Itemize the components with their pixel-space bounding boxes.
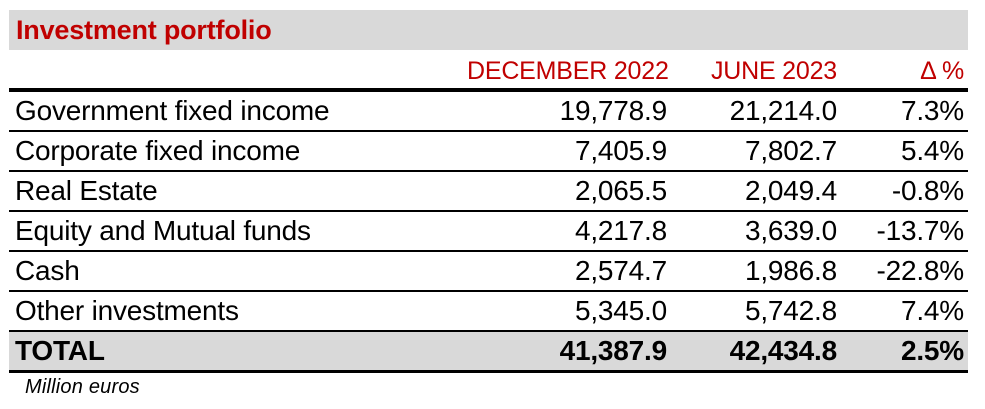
- column-header-delta-percent: Δ %: [843, 50, 968, 92]
- table-title-bar: Investment portfolio: [9, 10, 968, 50]
- table-row: Government fixed income 19,778.9 21,214.…: [9, 90, 968, 132]
- value-jun-2023: 21,214.0: [673, 90, 843, 132]
- value-jun-2023: 7,802.7: [673, 131, 843, 172]
- table-row: Corporate fixed income 7,405.9 7,802.7 5…: [9, 131, 968, 172]
- row-label: Government fixed income: [9, 90, 467, 132]
- column-header-december-2022: DECEMBER 2022: [467, 50, 673, 92]
- row-label: Real Estate: [9, 171, 467, 212]
- total-label: TOTAL: [9, 331, 467, 373]
- value-dec-2022: 2,065.5: [467, 171, 673, 212]
- column-header-blank: [9, 50, 467, 92]
- row-label: Cash: [9, 251, 467, 292]
- total-value-delta-pct: 2.5%: [843, 331, 968, 373]
- unit-footnote: Million euros: [25, 376, 140, 398]
- table-row: Equity and Mutual funds 4,217.8 3,639.0 …: [9, 211, 968, 252]
- value-delta-pct: -22.8%: [843, 251, 968, 292]
- value-jun-2023: 3,639.0: [673, 211, 843, 252]
- total-row: TOTAL 41,387.9 42,434.8 2.5%: [9, 331, 968, 373]
- value-dec-2022: 4,217.8: [467, 211, 673, 252]
- value-dec-2022: 2,574.7: [467, 251, 673, 292]
- column-header-june-2023: JUNE 2023: [673, 50, 843, 92]
- value-jun-2023: 1,986.8: [673, 251, 843, 292]
- value-jun-2023: 5,742.8: [673, 291, 843, 332]
- table-row: Cash 2,574.7 1,986.8 -22.8%: [9, 251, 968, 292]
- value-dec-2022: 5,345.0: [467, 291, 673, 332]
- value-dec-2022: 19,778.9: [467, 90, 673, 132]
- row-label: Equity and Mutual funds: [9, 211, 467, 252]
- value-delta-pct: 7.3%: [843, 90, 968, 132]
- total-value-jun-2023: 42,434.8: [673, 331, 843, 373]
- total-value-dec-2022: 41,387.9: [467, 331, 673, 373]
- value-delta-pct: 5.4%: [843, 131, 968, 172]
- value-delta-pct: -13.7%: [843, 211, 968, 252]
- value-dec-2022: 7,405.9: [467, 131, 673, 172]
- row-label: Other investments: [9, 291, 467, 332]
- table-row: Other investments 5,345.0 5,742.8 7.4%: [9, 291, 968, 332]
- header-row: DECEMBER 2022 JUNE 2023 Δ %: [9, 50, 968, 92]
- value-delta-pct: 7.4%: [843, 291, 968, 332]
- value-delta-pct: -0.8%: [843, 171, 968, 212]
- value-jun-2023: 2,049.4: [673, 171, 843, 212]
- row-label: Corporate fixed income: [9, 131, 467, 172]
- investment-portfolio-table: DECEMBER 2022 JUNE 2023 Δ % Government f…: [9, 50, 968, 373]
- table-row: Real Estate 2,065.5 2,049.4 -0.8%: [9, 171, 968, 212]
- page-title: Investment portfolio: [16, 14, 272, 45]
